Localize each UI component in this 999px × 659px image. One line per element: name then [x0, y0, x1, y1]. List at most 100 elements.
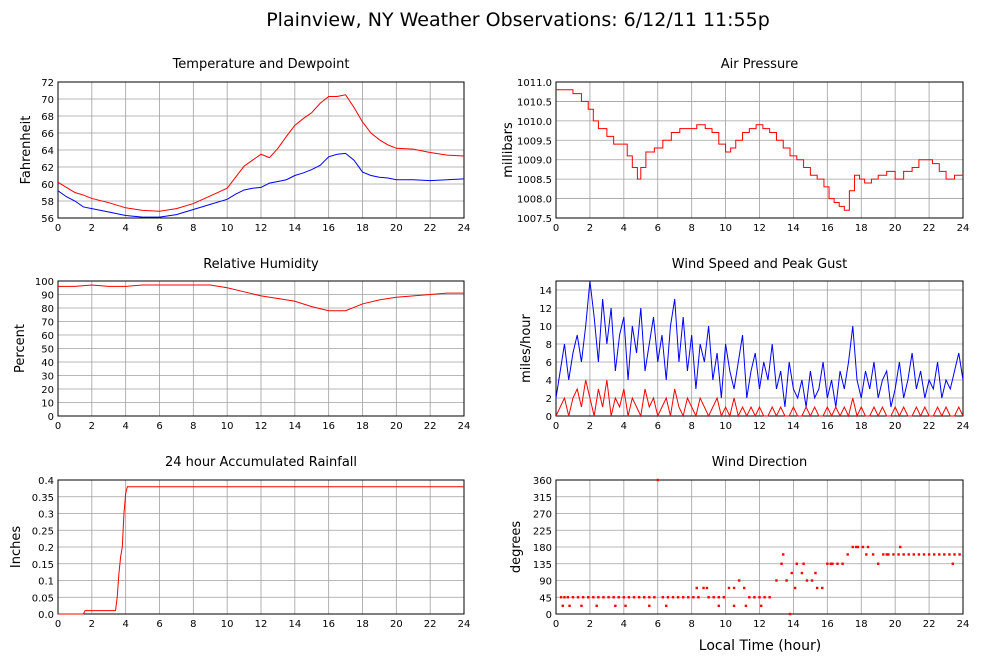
- y-tick-label: 64: [41, 146, 54, 157]
- y-tick-label: 0: [546, 610, 552, 621]
- data-point: [871, 553, 875, 556]
- y-tick-label: 14: [539, 286, 552, 297]
- x-tick-label: 10: [719, 223, 732, 234]
- series-line: [556, 280, 963, 408]
- data-point: [795, 562, 799, 565]
- data-point: [642, 596, 646, 599]
- y-axis-label: Inches: [9, 526, 24, 568]
- x-tick-label: 8: [688, 421, 694, 432]
- data-point: [576, 596, 580, 599]
- data-point: [568, 604, 571, 608]
- chart-title: Wind Speed and Peak Gust: [672, 257, 847, 272]
- data-point: [622, 596, 626, 599]
- data-point: [815, 586, 819, 590]
- x-tick-label: 24: [458, 223, 471, 234]
- data-point: [800, 571, 804, 575]
- x-tick-label: 0: [553, 223, 559, 234]
- y-axis-label: millibars: [501, 122, 516, 178]
- data-point: [563, 596, 566, 599]
- data-point: [624, 604, 627, 608]
- chart-title: Air Pressure: [721, 57, 799, 72]
- y-tick-label: 0: [48, 412, 54, 423]
- y-tick-label: 8: [546, 340, 552, 351]
- data-point: [758, 596, 761, 599]
- data-point: [692, 596, 695, 599]
- x-tick-label: 16: [322, 223, 335, 234]
- y-tick-label: 1009.0: [517, 156, 552, 167]
- data-point: [846, 553, 849, 556]
- data-point: [732, 586, 736, 590]
- data-point: [805, 579, 809, 582]
- data-point: [566, 596, 570, 599]
- data-point: [581, 596, 585, 599]
- x-tick-label: 24: [957, 421, 970, 432]
- y-axis-label: Percent: [13, 324, 28, 373]
- data-point: [866, 545, 870, 549]
- y-tick-label: 360: [533, 476, 552, 487]
- series-line: [58, 94, 464, 212]
- x-tick-label: 20: [390, 223, 403, 234]
- x-tick-label: 24: [458, 619, 471, 630]
- x-tick-label: 10: [221, 421, 234, 432]
- data-point: [580, 604, 583, 608]
- data-point: [877, 562, 880, 565]
- data-point: [885, 553, 888, 556]
- data-point: [632, 596, 636, 599]
- series-line: [58, 486, 464, 615]
- y-tick-label: 72: [41, 78, 54, 89]
- x-tick-label: 18: [356, 619, 369, 630]
- y-tick-label: 1008.5: [517, 175, 552, 186]
- y-axis-label: miles/hour: [519, 313, 534, 382]
- data-point: [681, 596, 685, 599]
- data-point: [707, 596, 710, 599]
- y-tick-label: 68: [41, 112, 54, 123]
- data-point: [882, 553, 885, 556]
- y-tick-label: 56: [41, 214, 54, 225]
- y-tick-label: 1009.5: [517, 136, 552, 147]
- data-point: [597, 596, 600, 599]
- data-point: [861, 545, 865, 549]
- y-tick-label: 0.2: [38, 543, 54, 554]
- data-point: [737, 579, 741, 582]
- data-point: [727, 586, 731, 590]
- x-tick-label: 2: [89, 223, 95, 234]
- x-tick-label: 8: [190, 421, 196, 432]
- y-axis-label: degrees: [509, 521, 524, 574]
- x-tick-label: 12: [255, 421, 268, 432]
- data-point: [656, 478, 659, 482]
- data-point: [951, 562, 955, 565]
- data-point: [854, 545, 858, 549]
- x-tick-label: 4: [621, 223, 627, 234]
- y-tick-label: 30: [41, 372, 54, 383]
- x-tick-label: 14: [288, 223, 301, 234]
- x-tick-label: 24: [957, 223, 970, 234]
- data-point: [927, 553, 931, 556]
- y-tick-label: 45: [539, 593, 552, 604]
- x-tick-label: 22: [424, 619, 437, 630]
- data-point: [865, 553, 868, 556]
- x-tick-label: 6: [156, 421, 162, 432]
- x-tick-label: 10: [221, 619, 234, 630]
- data-point: [627, 596, 631, 599]
- x-tick-label: 18: [855, 421, 868, 432]
- plot-frame: [57, 280, 465, 417]
- x-tick-label: 14: [288, 421, 301, 432]
- x-tick-label: 18: [356, 421, 369, 432]
- data-point: [932, 553, 936, 556]
- x-tick-label: 0: [55, 223, 61, 234]
- data-point: [793, 586, 797, 590]
- data-point: [953, 553, 956, 556]
- data-point: [912, 553, 916, 556]
- y-tick-label: 66: [41, 129, 54, 140]
- x-tick-label: 18: [855, 619, 868, 630]
- y-tick-label: 58: [41, 197, 54, 208]
- data-point: [648, 604, 651, 608]
- data-point: [637, 596, 641, 599]
- y-tick-label: 12: [539, 304, 552, 315]
- x-tick-label: 0: [553, 421, 559, 432]
- data-point: [722, 596, 726, 599]
- y-tick-label: 90: [41, 291, 54, 302]
